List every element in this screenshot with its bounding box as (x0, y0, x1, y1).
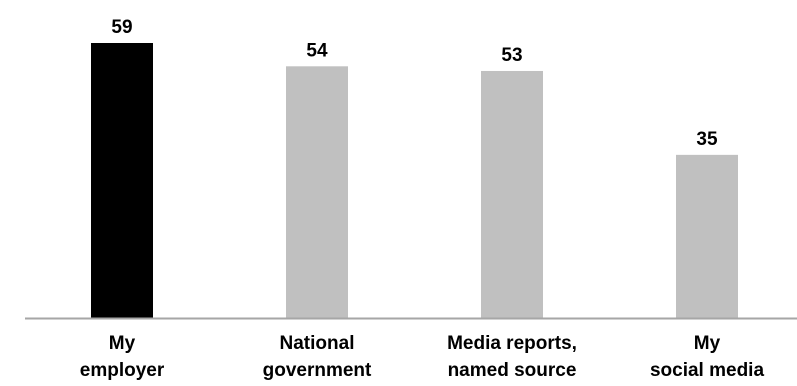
data-label-1: 54 (306, 40, 328, 61)
category-label-2-line-0: Media reports, (447, 333, 577, 354)
bar-1 (286, 66, 348, 318)
data-label-0: 59 (111, 17, 132, 38)
bar-2 (481, 70, 543, 319)
category-label-1-line-1: government (263, 360, 372, 381)
category-label-0-line-0: My (109, 333, 136, 354)
category-label-2-line-1: named source (448, 360, 577, 381)
bar-3 (676, 154, 738, 318)
category-label-3-line-1: social media (650, 360, 764, 381)
category-label-3-line-0: My (694, 333, 721, 354)
data-label-3: 35 (696, 129, 718, 150)
bar-0 (91, 43, 153, 318)
category-label-0-line-1: employer (80, 360, 165, 381)
category-label-1-line-0: National (280, 333, 355, 354)
data-label-2: 53 (501, 45, 522, 66)
